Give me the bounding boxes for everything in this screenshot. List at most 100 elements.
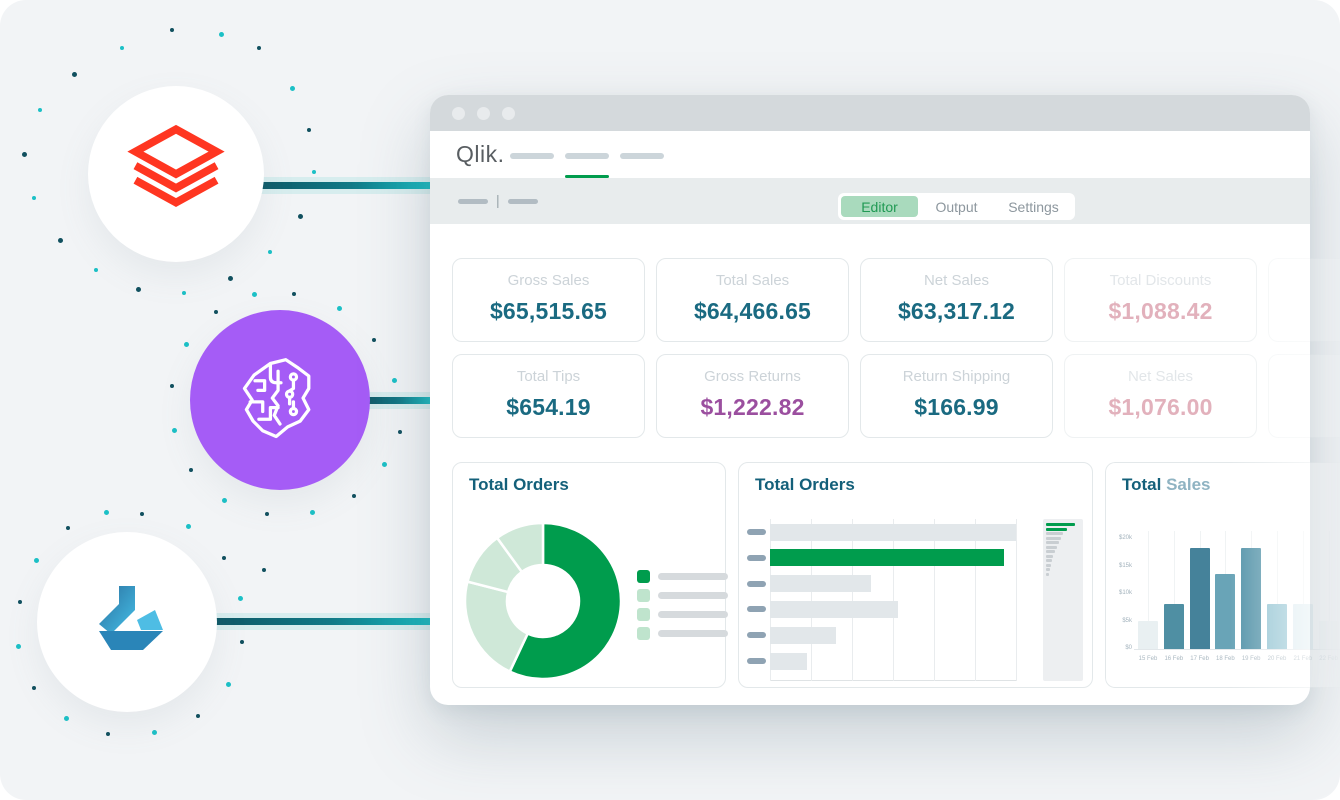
kpi-card-return-shipping[interactable]: Return Shipping $166.99 xyxy=(860,354,1053,438)
decor-dot xyxy=(106,732,110,736)
decor-dot xyxy=(337,306,342,311)
vbar-bar[interactable] xyxy=(1189,548,1210,649)
minimap-bar xyxy=(1046,550,1055,553)
legend-swatch xyxy=(637,627,650,640)
vbar-x-tick: 20 Feb xyxy=(1267,656,1287,662)
legend-swatch xyxy=(637,570,650,583)
decor-dot xyxy=(16,644,21,649)
hbar-chart-card[interactable]: Total Orders xyxy=(738,462,1093,688)
kpi-card-partial xyxy=(1268,354,1340,438)
minimap-bar xyxy=(1046,559,1053,562)
legend-label-placeholder xyxy=(658,630,728,637)
decor-dot xyxy=(189,468,193,472)
decor-dot xyxy=(32,686,36,690)
vbar-bar[interactable] xyxy=(1138,621,1158,649)
vbar-bar[interactable] xyxy=(1318,621,1339,649)
legend-label-placeholder xyxy=(658,573,728,580)
nav-item-placeholder[interactable] xyxy=(565,153,609,159)
chart-minimap-scrollbar[interactable] xyxy=(1043,519,1083,681)
decor-dot xyxy=(312,170,316,174)
kpi-label: Net Sales xyxy=(923,272,990,289)
toolbar-placeholder[interactable] xyxy=(458,199,488,204)
connector-line-top xyxy=(255,177,430,194)
vbar-chart-card[interactable]: Total Sales $20k $15k $10k $5k $0 15 Feb 16 Fe… xyxy=(1105,462,1340,688)
minimap-bar xyxy=(1046,563,1052,567)
decor-dot xyxy=(268,250,272,254)
browser-window: Qlik. | Editor Output Settings Gross Sal… xyxy=(430,95,1340,705)
decor-dot xyxy=(226,682,231,687)
app-toolbar: | Editor Output Settings xyxy=(430,178,1310,224)
toolbar-separator: | xyxy=(496,192,500,208)
decor-dot xyxy=(298,214,303,219)
vbar-bar[interactable] xyxy=(1241,548,1262,649)
donut-slice[interactable] xyxy=(495,521,545,574)
kpi-label: Gross Sales xyxy=(507,272,590,289)
kpi-label: Return Shipping xyxy=(902,368,1011,385)
decor-dot xyxy=(152,730,157,735)
tab-editor[interactable]: Editor xyxy=(841,196,918,217)
kpi-card-gross-sales[interactable]: Gross Sales $65,515.65 xyxy=(452,258,645,342)
decor-dot xyxy=(120,46,124,50)
nav-item-placeholder[interactable] xyxy=(510,153,554,159)
browser-titlebar xyxy=(430,95,1310,131)
decor-dot xyxy=(140,512,144,516)
vbar-y-tick: $15k xyxy=(1118,562,1132,569)
vbar-bar[interactable] xyxy=(1292,603,1313,649)
decor-dot xyxy=(58,238,63,243)
window-control-dot[interactable] xyxy=(452,107,465,120)
kpi-card-net-sales[interactable]: Net Sales $63,317.12 xyxy=(860,258,1053,342)
donut-chart-card[interactable]: Total Orders xyxy=(452,462,728,689)
kpi-card-net-sales-2[interactable]: Net Sales $1,076.00 xyxy=(1064,354,1257,438)
decor-dot xyxy=(170,28,174,32)
kpi-card-total-sales[interactable]: Total Sales $64,466.65 xyxy=(656,258,849,342)
decor-dot xyxy=(222,498,227,503)
hbar-plot[interactable] xyxy=(770,519,1017,681)
tab-settings[interactable]: Settings xyxy=(1008,198,1059,215)
window-control-dot[interactable] xyxy=(477,107,490,120)
minimap-bar xyxy=(1046,545,1057,549)
donut-chart[interactable] xyxy=(453,463,727,689)
kpi-label: Total Discounts xyxy=(1109,272,1212,289)
vbar-bar[interactable] xyxy=(1163,603,1184,649)
chart-title: Total Orders xyxy=(755,475,855,494)
hbar-bar[interactable] xyxy=(770,575,871,593)
toolbar-placeholder[interactable] xyxy=(508,199,538,204)
hbar-bar[interactable] xyxy=(770,523,1016,541)
window-control-dot[interactable] xyxy=(502,107,515,120)
hbar-bar[interactable] xyxy=(770,626,837,644)
vbar-y-tick: $5k xyxy=(1122,617,1132,624)
decor-dot xyxy=(257,46,261,50)
hbar-bar[interactable] xyxy=(770,549,1004,567)
hbar-bar[interactable] xyxy=(770,600,898,618)
vbar-x-tick: 18 Feb xyxy=(1216,656,1235,662)
donut-slice[interactable] xyxy=(463,580,530,674)
kpi-label: Gross Returns xyxy=(704,368,801,385)
decor-dot xyxy=(18,600,22,604)
hbar-bar[interactable] xyxy=(770,652,807,670)
minimap-bar xyxy=(1046,568,1051,571)
kpi-value: $65,515.65 xyxy=(489,298,608,324)
minimap-bar xyxy=(1046,554,1054,558)
hbar-axis-pill xyxy=(747,554,766,561)
decor-dot xyxy=(240,640,244,644)
vbar-bar[interactable] xyxy=(1215,573,1236,649)
mode-tab-group: Editor Output Settings xyxy=(838,193,1075,220)
decor-dot xyxy=(219,32,224,37)
kpi-card-total-discounts[interactable]: Total Discounts $1,088.42 xyxy=(1064,258,1257,342)
connector-line-middle xyxy=(364,392,430,409)
vbar-bar[interactable] xyxy=(1267,603,1287,649)
donut-slice[interactable] xyxy=(508,521,623,681)
kpi-card-partial xyxy=(1268,258,1340,342)
vbar-y-tick: $20k xyxy=(1118,535,1132,541)
kpi-card-total-tips[interactable]: Total Tips $654.19 xyxy=(452,354,645,438)
decor-dot xyxy=(262,568,266,572)
decor-dot xyxy=(238,596,243,601)
nav-item-placeholder[interactable] xyxy=(620,153,664,159)
kpi-card-gross-returns[interactable]: Gross Returns $1,222.82 xyxy=(656,354,849,438)
legend-swatch xyxy=(637,589,650,602)
decor-dot xyxy=(22,152,27,157)
decor-dot xyxy=(66,526,70,530)
tab-output[interactable]: Output xyxy=(935,198,978,215)
kpi-value: $63,317.12 xyxy=(897,298,1016,324)
kpi-label: Total Tips xyxy=(516,368,581,385)
